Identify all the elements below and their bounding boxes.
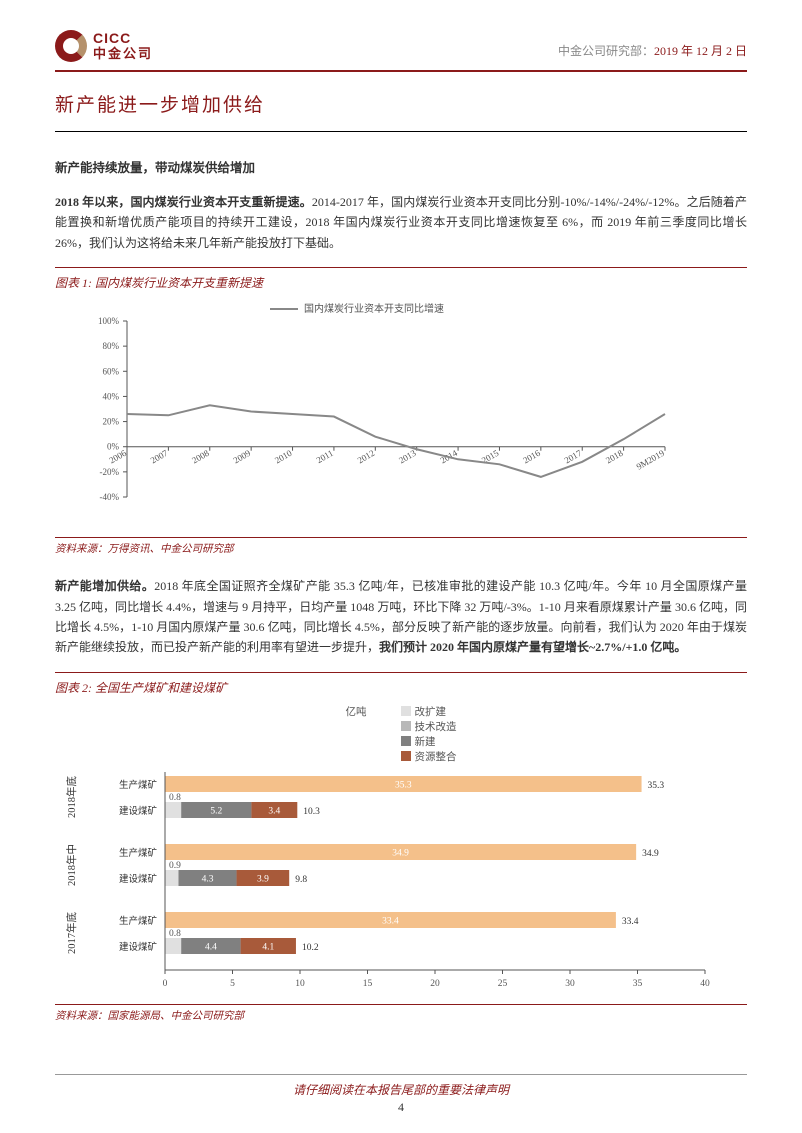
svg-text:2011: 2011 [315,448,335,465]
svg-text:33.4: 33.4 [382,916,399,926]
svg-text:生产煤矿: 生产煤矿 [119,915,158,927]
para2-lead: 新产能增加供给。 [55,579,154,593]
page-number: 4 [55,1100,747,1115]
svg-text:34.9: 34.9 [642,849,659,859]
header-dept-label: 中金公司研究部： [558,44,654,58]
svg-text:-40%: -40% [100,492,120,502]
chart1-svg: 国内煤炭行业资本开支同比增速-40%-20%0%20%40%60%80%100%… [55,299,685,529]
svg-text:建设煤矿: 建设煤矿 [119,805,158,817]
svg-text:2018年中: 2018年中 [65,844,78,886]
logo-text-en: CICC [93,31,153,46]
legend-item: 新建 [401,734,457,749]
svg-text:4.4: 4.4 [205,942,217,952]
page-header: CICC 中金公司 中金公司研究部：2019 年 12 月 2 日 [55,30,747,62]
svg-text:国内煤炭行业资本开支同比增速: 国内煤炭行业资本开支同比增速 [304,302,444,315]
footer-disclaimer: 请仔细阅读在本报告尾部的重要法律声明 [55,1081,747,1098]
legend-swatch [401,736,411,746]
svg-text:2013: 2013 [397,448,418,466]
chart2-legend: 亿吨 改扩建技术改造新建资源整合 [55,704,747,764]
legend-swatch [401,751,411,761]
legend-item: 改扩建 [401,704,457,719]
legend-label: 改扩建 [415,704,447,719]
svg-text:40: 40 [700,979,710,989]
svg-text:34.9: 34.9 [392,848,409,858]
chart2-coal-mine-bar: 亿吨 改扩建技术改造新建资源整合 生产煤矿 35.3 35.3 0.8 建设煤矿 5.2 3… [55,704,747,1000]
svg-text:10: 10 [295,979,305,989]
svg-text:30: 30 [565,979,575,989]
svg-text:建设煤矿: 建设煤矿 [119,941,158,953]
svg-text:0: 0 [163,979,168,989]
para2-tail: 我们预计 2020 年国内原煤产量有望增长~2.7%/+1.0 亿吨。 [379,640,686,654]
header-date-value: 2019 年 12 月 2 日 [654,44,747,58]
chart2-title: 图表 2: 全国生产煤矿和建设煤矿 [55,672,747,696]
legend-item: 资源整合 [401,749,457,764]
svg-text:2018年底: 2018年底 [65,775,78,817]
svg-text:5.2: 5.2 [210,806,222,816]
svg-text:2008: 2008 [190,448,211,466]
svg-text:10.2: 10.2 [302,943,319,953]
svg-text:-20%: -20% [100,467,120,477]
svg-text:4.1: 4.1 [262,942,274,952]
svg-text:9.8: 9.8 [295,875,307,885]
svg-text:100%: 100% [98,316,120,326]
svg-text:生产煤矿: 生产煤矿 [119,779,158,791]
paragraph-1: 2018 年以来，国内煤炭行业资本开支重新提速。2014-2017 年，国内煤炭… [55,192,747,253]
svg-text:建设煤矿: 建设煤矿 [119,873,158,885]
svg-text:2009: 2009 [232,448,253,466]
para1-lead: 2018 年以来，国内煤炭行业资本开支重新提速。 [55,195,312,209]
svg-text:2017年底: 2017年底 [65,911,78,953]
svg-text:10.3: 10.3 [303,807,320,817]
svg-text:0.8: 0.8 [169,793,181,803]
svg-text:0.8: 0.8 [169,929,181,939]
chart2-unit: 亿吨 [346,704,367,764]
svg-text:2010: 2010 [273,448,294,466]
svg-text:60%: 60% [103,366,120,376]
svg-text:35: 35 [633,979,643,989]
paragraph-2: 新产能增加供给。2018 年底全国证照齐全煤矿产能 35.3 亿吨/年，已核准审… [55,576,747,658]
header-date: 中金公司研究部：2019 年 12 月 2 日 [558,30,747,59]
svg-text:2012: 2012 [356,448,377,466]
chart1-capex-line: 国内煤炭行业资本开支同比增速-40%-20%0%20%40%60%80%100%… [55,299,747,533]
svg-text:5: 5 [230,979,235,989]
svg-text:2018: 2018 [604,448,625,466]
chart2-svg: 生产煤矿35.335.30.8建设煤矿5.23.410.32018年底生产煤矿3… [55,770,725,996]
svg-text:40%: 40% [103,392,120,402]
svg-text:20%: 20% [103,417,120,427]
svg-text:80%: 80% [103,341,120,351]
logo-text-cn: 中金公司 [93,47,153,61]
legend-label: 资源整合 [415,749,457,764]
chart1-title: 图表 1: 国内煤炭行业资本开支重新提速 [55,267,747,291]
svg-text:3.9: 3.9 [257,874,269,884]
svg-text:35.3: 35.3 [395,780,412,790]
svg-text:35.3: 35.3 [648,781,665,791]
svg-text:25: 25 [498,979,508,989]
svg-text:2016: 2016 [521,448,542,466]
cicc-logo: CICC 中金公司 [55,30,153,62]
svg-text:3.4: 3.4 [268,806,280,816]
svg-text:生产煤矿: 生产煤矿 [119,847,158,859]
top-rule [55,70,747,72]
legend-swatch [401,721,411,731]
svg-text:0.9: 0.9 [169,861,181,871]
svg-text:9M2019: 9M2019 [635,448,667,472]
svg-text:4.3: 4.3 [202,874,214,884]
logo-ring-icon [55,30,87,62]
svg-text:33.4: 33.4 [622,917,639,927]
legend-swatch [401,706,411,716]
svg-text:20: 20 [430,979,440,989]
chart2-source: 资料来源：国家能源局、中金公司研究部 [55,1004,747,1023]
svg-text:15: 15 [363,979,373,989]
legend-item: 技术改造 [401,719,457,734]
page-footer: 请仔细阅读在本报告尾部的重要法律声明 4 [55,1074,747,1115]
section-title: 新产能进一步增加供给 [55,84,747,132]
legend-label: 新建 [415,734,436,749]
subsection-title: 新产能持续放量，带动煤炭供给增加 [55,157,747,176]
chart1-source: 资料来源：万得资讯、中金公司研究部 [55,537,747,556]
legend-label: 技术改造 [415,719,457,734]
svg-text:2007: 2007 [149,448,170,466]
